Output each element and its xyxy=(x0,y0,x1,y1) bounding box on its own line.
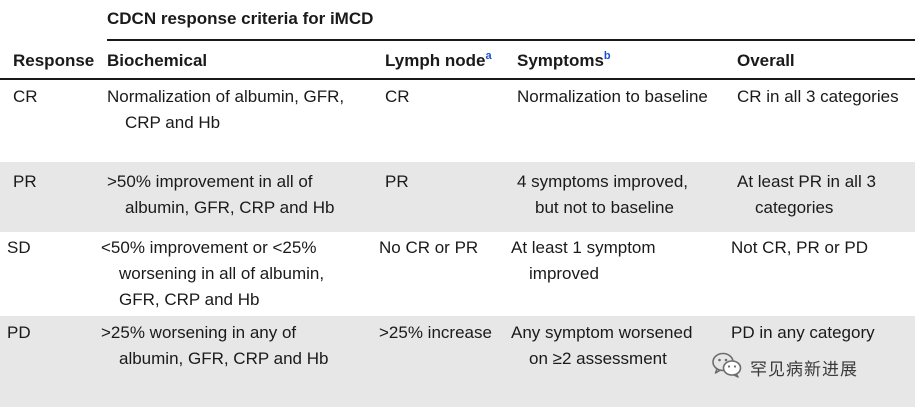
watermark-text: 罕见病新进展 xyxy=(750,360,858,380)
cell-overall-cr: CR in all 3 categories xyxy=(737,87,899,106)
cell-lymph-node-cr: CR xyxy=(385,87,410,106)
cell-line: albumin, GFR, CRP and Hb xyxy=(125,198,335,217)
cell-response-pr: PR xyxy=(13,172,37,191)
table-title: CDCN response criteria for iMCD xyxy=(107,9,374,28)
cell-line: categories xyxy=(755,198,834,217)
row-band-pr xyxy=(0,162,915,232)
cell-biochemical-pr: >50% improvement in all of albumin, GFR,… xyxy=(107,169,334,221)
cell-line: improved xyxy=(529,264,599,283)
header-rule xyxy=(0,78,915,80)
cell-line: >25% worsening in any of xyxy=(101,323,297,342)
cell-lymph-node-sd: No CR or PR xyxy=(379,238,479,257)
cell-line: Normalization of albumin, GFR, xyxy=(107,87,345,106)
cell-line: 4 symptoms improved, xyxy=(517,172,688,191)
cell-symptoms-cr: Normalization to baseline xyxy=(517,87,708,106)
cell-line: <50% improvement or <25% xyxy=(101,238,317,257)
cell-line: GFR, CRP and Hb xyxy=(119,290,260,309)
cell-overall-pr: At least PR in all 3 categories xyxy=(737,169,876,221)
header-lymph-node: Lymph nodea xyxy=(385,51,492,71)
wechat-icon xyxy=(712,352,742,383)
cell-line: but not to baseline xyxy=(535,198,674,217)
header-lymph-node-label: Lymph node xyxy=(385,51,486,70)
cell-line: >50% improvement in all of xyxy=(107,172,313,191)
row-band-pd xyxy=(0,316,915,407)
cell-symptoms-pd: Any symptom worsened on ≥2 assessment xyxy=(511,320,692,372)
cell-overall-sd: Not CR, PR or PD xyxy=(731,238,868,257)
cell-overall-pd: PD in any category xyxy=(731,323,875,342)
header-response: Response xyxy=(13,51,95,70)
header-overall: Overall xyxy=(737,51,795,70)
title-rule xyxy=(107,39,915,41)
cell-response-pd: PD xyxy=(7,323,31,342)
footnote-marker-b[interactable]: b xyxy=(603,50,611,62)
header-symptoms: Symptomsb xyxy=(517,51,611,71)
cell-response-sd: SD xyxy=(7,238,31,257)
watermark: 罕见病新进展 xyxy=(712,352,858,383)
cell-line: albumin, GFR, CRP and Hb xyxy=(119,349,329,368)
cell-line: on ≥2 assessment xyxy=(529,349,667,368)
cell-lymph-node-pd: >25% increase xyxy=(379,323,492,342)
cell-line: At least PR in all 3 xyxy=(737,172,876,191)
cell-symptoms-pr: 4 symptoms improved, but not to baseline xyxy=(517,169,688,221)
cell-symptoms-sd: At least 1 symptom improved xyxy=(511,235,656,287)
cell-line: worsening in all of albumin, xyxy=(119,264,325,283)
cell-line: At least 1 symptom xyxy=(511,238,656,257)
header-symptoms-label: Symptoms xyxy=(517,51,604,70)
header-biochemical: Biochemical xyxy=(107,51,208,70)
cell-biochemical-pd: >25% worsening in any of albumin, GFR, C… xyxy=(101,320,328,372)
cell-biochemical-sd: <50% improvement or <25% worsening in al… xyxy=(101,235,324,313)
cell-biochemical-cr: Normalization of albumin, GFR, CRP and H… xyxy=(107,84,344,136)
cell-line: CRP and Hb xyxy=(125,113,221,132)
cell-response-cr: CR xyxy=(13,87,38,106)
cell-line: Any symptom worsened xyxy=(511,323,693,342)
footnote-marker-a[interactable]: a xyxy=(485,50,492,62)
cell-lymph-node-pr: PR xyxy=(385,172,409,191)
